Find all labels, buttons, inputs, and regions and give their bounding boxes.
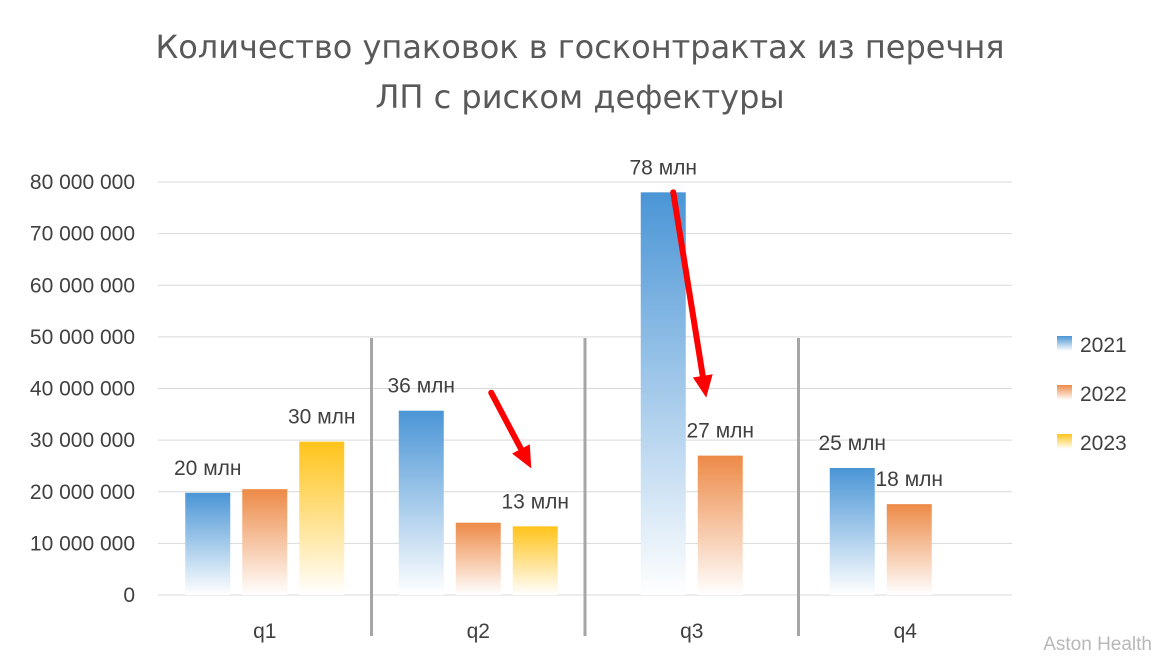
y-tick-label: 60 000 000	[30, 274, 135, 297]
x-category-label: q1	[253, 620, 276, 643]
y-tick-label: 10 000 000	[30, 532, 135, 555]
data-labels: 20 млн 30 млн 36 млн 13 млн 78 млн 27 млн 25 м…	[174, 156, 943, 513]
bar-q4-2022	[886, 504, 932, 595]
bar-q4-2021	[829, 468, 875, 595]
bar-q1-2023	[299, 441, 345, 595]
legend-swatch-2022	[1057, 385, 1072, 400]
x-category-label: q4	[894, 620, 918, 643]
data-label-q3-2021: 78 млн	[630, 156, 697, 179]
legend: 2021 2022 2023	[1057, 334, 1127, 455]
bar-q3-2021	[640, 192, 686, 595]
bar-q2-2022	[455, 522, 501, 595]
chart-title-line-1: Количество упаковок в госконтрактах из п…	[155, 28, 1004, 66]
y-tick-label: 20 000 000	[30, 481, 135, 504]
y-tick-label: 50 000 000	[30, 326, 135, 349]
legend-label-2021: 2021	[1080, 334, 1127, 357]
y-tick-label: 30 000 000	[30, 429, 135, 452]
bar-q2-2021	[398, 410, 444, 595]
data-label-q1-2021: 20 млн	[174, 457, 241, 480]
y-tick-label: 0	[123, 584, 135, 607]
trend-arrow-q3	[670, 189, 706, 379]
legend-label-2023: 2023	[1080, 432, 1127, 455]
bar-q2-2023	[512, 526, 558, 595]
bar-q1-2022	[242, 489, 288, 595]
data-label-q4-2021: 25 млн	[819, 432, 886, 455]
y-tick-label: 80 000 000	[30, 171, 135, 194]
bar-q3-2022	[697, 455, 743, 595]
x-category-label: q2	[467, 620, 490, 643]
y-axis-tick-labels: 0 10 000 000 20 000 000 30 000 000 40 000 00…	[30, 171, 135, 607]
x-category-label: q3	[680, 620, 703, 643]
category-separators	[370, 338, 800, 636]
bars	[185, 192, 932, 595]
trend-arrow-head-q2	[512, 444, 532, 469]
chart-title-line-2: ЛП с риском дефектуры	[375, 78, 784, 116]
watermark: Aston Health	[1043, 634, 1152, 655]
y-tick-label: 70 000 000	[30, 223, 135, 246]
data-label-q4-2022: 18 млн	[876, 468, 943, 491]
data-label-q2-2021: 36 млн	[388, 375, 455, 398]
trend-arrow-head-q3	[692, 374, 713, 398]
trend-arrows	[488, 189, 713, 469]
y-tick-label: 40 000 000	[30, 378, 135, 401]
data-label-q3-2022: 27 млн	[687, 420, 754, 443]
legend-swatch-2021	[1057, 336, 1072, 351]
trend-arrow-q2	[488, 389, 524, 452]
data-label-q1-2023: 30 млн	[288, 406, 355, 429]
legend-label-2022: 2022	[1080, 383, 1127, 406]
bar-q1-2021	[185, 492, 231, 595]
legend-swatch-2023	[1057, 434, 1072, 449]
x-axis-category-labels: q1 q2 q3 q4	[253, 620, 917, 643]
data-label-q2-2023: 13 млн	[502, 490, 569, 513]
